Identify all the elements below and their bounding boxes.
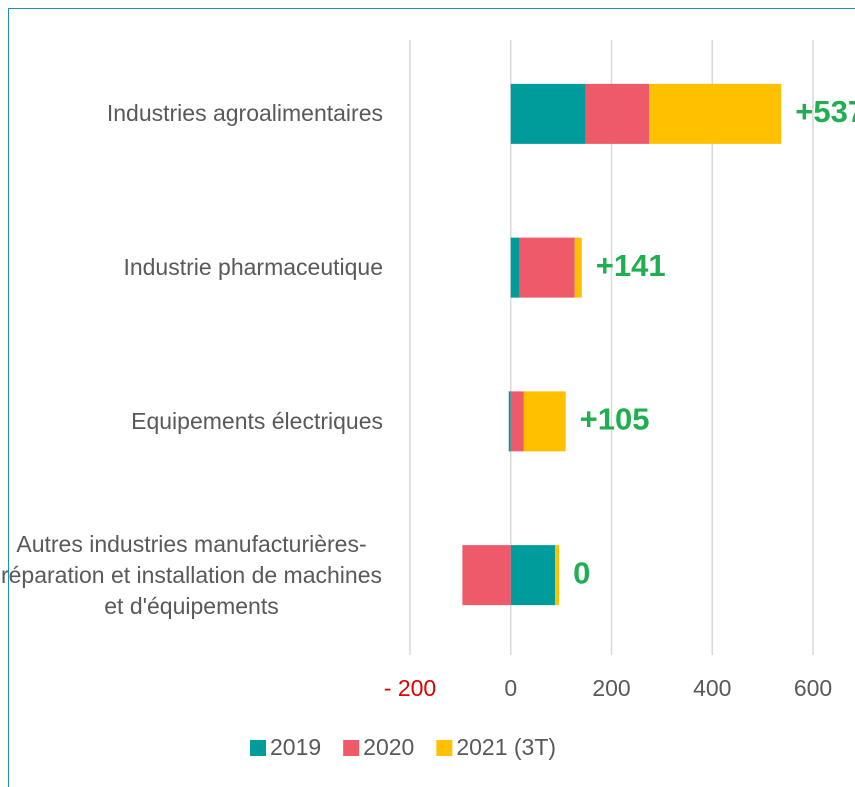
frame — [8, 8, 855, 787]
legend-swatch — [250, 740, 266, 756]
category-label-box: Equipements électriques — [0, 361, 383, 481]
legend-label: 2019 — [270, 734, 321, 760]
category-label-box: Autres industries manufacturières- répar… — [0, 515, 383, 635]
category-label-box: Industries agroalimentaires — [0, 54, 383, 174]
bar-segment — [508, 391, 511, 452]
bar-segment — [519, 237, 575, 298]
bar-segment — [574, 237, 582, 298]
total-label: +105 — [580, 402, 650, 437]
legend-label: 2020 — [363, 734, 414, 760]
x-tick-label: 400 — [693, 675, 731, 701]
bar-segment — [585, 83, 650, 144]
bar-segment — [510, 391, 524, 452]
bar-segment — [523, 391, 566, 452]
bar-segment — [462, 545, 511, 606]
bar-segment — [510, 237, 520, 298]
x-tick-label: - 200 — [384, 675, 436, 701]
category-label: Autres industries manufacturières- répar… — [0, 530, 382, 619]
category-label: Industrie pharmaceutique — [123, 254, 383, 281]
category-label: Equipements électriques — [131, 407, 383, 434]
bar-segment — [555, 545, 560, 606]
total-label: 0 — [573, 555, 590, 590]
bar-segment — [649, 83, 782, 144]
total-label: +141 — [596, 248, 666, 283]
legend-label: 2021 (3T) — [456, 734, 556, 760]
x-tick-label: 600 — [794, 675, 832, 701]
bar-segment — [510, 83, 586, 144]
category-label-box: Industrie pharmaceutique — [0, 208, 383, 328]
bar-segment — [510, 545, 556, 606]
x-tick-label: 200 — [592, 675, 630, 701]
category-label: Industries agroalimentaires — [106, 100, 383, 127]
total-label: +537 — [795, 94, 855, 129]
legend-swatch — [436, 740, 453, 756]
x-tick-label: 0 — [504, 675, 517, 701]
legend-swatch — [343, 740, 360, 756]
